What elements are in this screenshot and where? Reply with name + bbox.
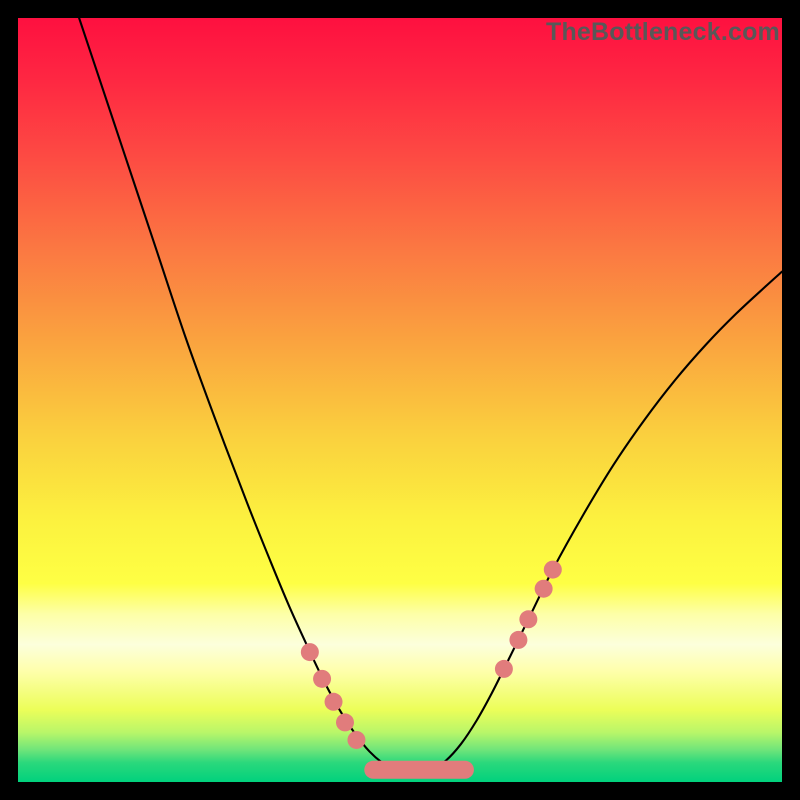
plot-area — [18, 18, 782, 782]
gradient-background — [18, 18, 782, 782]
watermark-text: TheBottleneck.com — [546, 18, 780, 47]
